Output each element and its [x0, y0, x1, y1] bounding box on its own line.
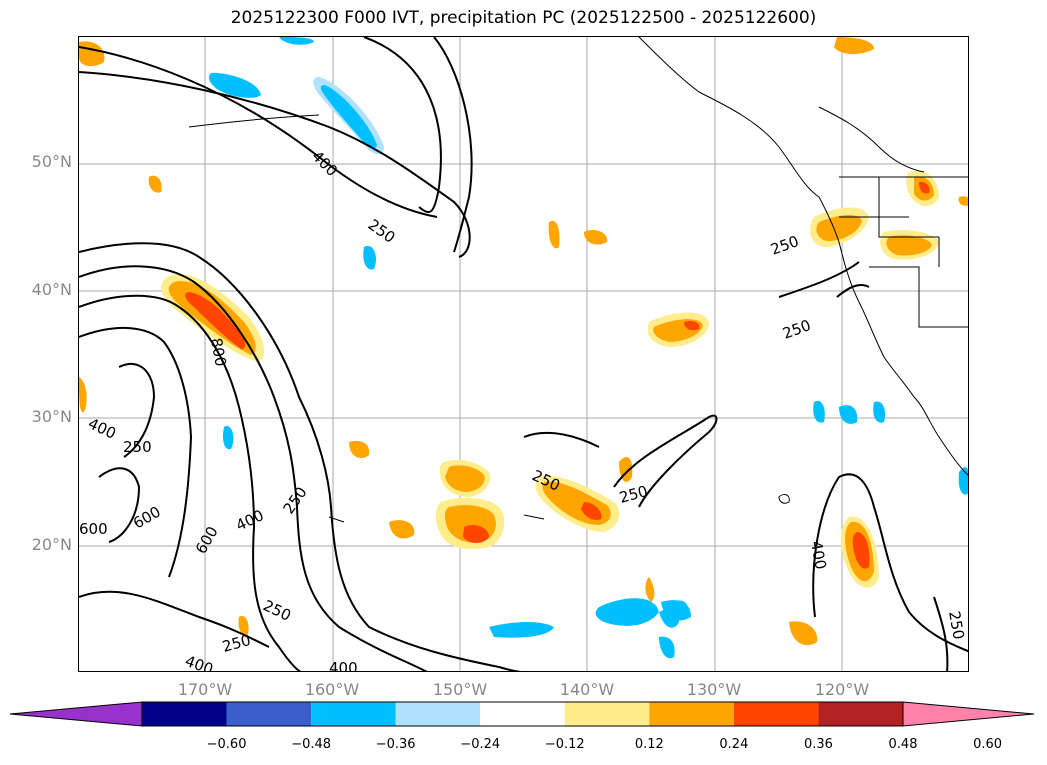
colorbar-tick-label: −0.12: [544, 737, 585, 752]
colorbar-tick-label: −0.24: [460, 737, 501, 752]
contour-label: 400: [85, 414, 119, 442]
lon-label-170w: 170°W: [177, 680, 233, 699]
contour-label: 600: [192, 523, 222, 557]
contour-inner-1: [118, 362, 156, 458]
contour-label: 400: [807, 540, 830, 571]
contour-label: 250: [260, 596, 294, 624]
colorbar-tick-label: 0.36: [803, 737, 833, 752]
contour-250-ivt-outer: [79, 242, 522, 671]
contour-label: 250: [220, 631, 252, 656]
contour-south-1: [79, 590, 270, 648]
colorbar-segment: [818, 702, 903, 726]
precip-positive-shading: [79, 37, 968, 646]
lon-label-130w: 130°W: [686, 680, 742, 699]
contour-400-ivt: [79, 265, 428, 671]
colorbar-segment: [226, 702, 312, 726]
contour-label: 400: [329, 659, 358, 672]
canada-inner-coast: [818, 106, 925, 173]
lat-label-50n: 50°N: [31, 152, 72, 171]
contour-label: 600: [130, 503, 164, 533]
colorbar-extend-max: [902, 701, 1035, 727]
ivt-contours: [79, 37, 968, 671]
colorbar-tick-label: 0.48: [888, 737, 918, 752]
contour-label: 250: [768, 232, 801, 259]
state-line-1: [878, 177, 939, 238]
colorbar-segment: [311, 702, 396, 726]
contour-label: 600: [79, 520, 108, 538]
contour-250-center: [523, 431, 600, 448]
contour-250-loop: [433, 37, 473, 253]
island-chain-2: [523, 514, 545, 520]
lon-label-140w: 140°W: [559, 680, 615, 699]
colorbar-segment: [564, 702, 650, 726]
map-panel: 400 250 250 800 400 250 600 600 600 400 …: [78, 36, 969, 672]
lon-label-120w: 120°W: [814, 680, 870, 699]
north-america-coast: [638, 37, 968, 476]
contour-label: 250: [780, 316, 813, 343]
colorbar-extend-min: [9, 701, 143, 727]
map-svg: 400 250 250 800 400 250 600 600 600 400 …: [79, 37, 968, 672]
colorbar-tick-label: 0.60: [973, 737, 1003, 752]
colorbar-tick-label: −0.60: [206, 737, 247, 752]
lat-label-40n: 40°N: [31, 280, 72, 299]
colorbar-segment: [733, 702, 819, 726]
colorbar-segment: [395, 702, 481, 726]
colorbar-border: [141, 701, 904, 727]
contour-250-north: [79, 71, 471, 258]
coastlines: [188, 37, 968, 523]
colorbar-segment: [649, 702, 734, 726]
lat-label-20n: 20°N: [31, 535, 72, 554]
contour-250-south-east: [812, 473, 968, 653]
lon-label-150w: 150°W: [432, 680, 488, 699]
precip-negative-shading: [209, 37, 968, 659]
colorbar-tick-label: 0.24: [719, 737, 749, 752]
figure-title: 2025122300 F000 IVT, precipitation PC (2…: [230, 8, 817, 28]
contour-250-east: [613, 414, 718, 508]
colorbar-segments: [9, 701, 1035, 727]
colorbar: [9, 700, 1035, 730]
contour-400-southeast: [933, 596, 949, 671]
contour-label: 400: [183, 652, 216, 672]
contour-label: 250: [945, 610, 968, 641]
colorbar-tick-label: −0.36: [375, 737, 416, 752]
contour-label: 250: [617, 482, 649, 507]
contour-600-ivt: [79, 294, 302, 671]
colorbar-svg: [9, 701, 1035, 727]
aleutian-islands: [188, 114, 320, 128]
graticule: [79, 37, 968, 671]
contour-label: 250: [365, 216, 399, 247]
state-line-3: [869, 266, 968, 328]
lat-label-30n: 30°N: [31, 407, 72, 426]
contour-label: 250: [280, 484, 311, 518]
contour-label: 400: [233, 506, 267, 534]
contour-400-loop: [363, 37, 442, 214]
colorbar-segment: [142, 702, 227, 726]
colorbar-tick-label: 0.12: [634, 737, 664, 752]
island-chain-1: [328, 516, 345, 523]
colorbar-tick-label: −0.48: [291, 737, 332, 752]
contour-label: 800: [207, 337, 230, 368]
contour-short-1: [836, 284, 870, 298]
colorbar-segment: [480, 702, 565, 726]
island-1: [778, 494, 790, 504]
contour-label: 250: [123, 438, 152, 456]
contour-250-coast: [778, 261, 860, 298]
contour-800-ivt: [79, 326, 193, 578]
lon-label-160w: 160°W: [304, 680, 360, 699]
contour-400-north: [79, 46, 438, 218]
contour-inner-2: [98, 467, 141, 543]
